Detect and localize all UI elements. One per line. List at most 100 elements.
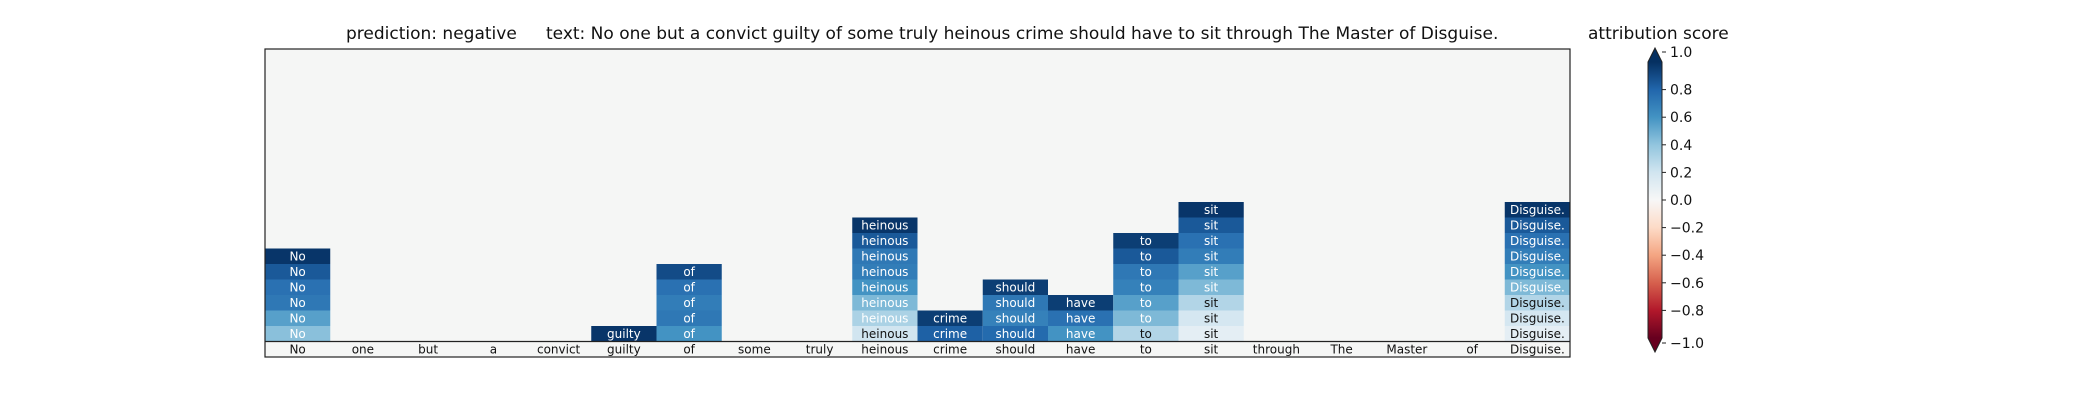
colorbar-extend-bottom [1648, 338, 1662, 352]
colorbar-tick-label: −0.2 [1670, 221, 1704, 237]
colorbar-tick-label: 0.6 [1670, 110, 1692, 126]
cell-token-label: of [683, 265, 695, 279]
attribution-cell [265, 310, 331, 326]
cell-token-label: heinous [861, 234, 908, 248]
cell-token-label: sit [1204, 203, 1219, 217]
plot-frame [264, 48, 1571, 358]
attribution-cell [656, 310, 722, 326]
cell-token-label: should [995, 280, 1035, 294]
cell-token-label: No [289, 249, 305, 263]
attribution-cell [656, 326, 722, 342]
token-label: guilty [607, 342, 641, 356]
colorbar-tick-label: −1.0 [1670, 336, 1704, 352]
colorbar-tick-label: 1.0 [1670, 45, 1692, 61]
cell-token-label: of [683, 327, 695, 341]
cell-token-label: sit [1204, 311, 1219, 325]
attribution-cell [1504, 295, 1570, 311]
token-label: have [1066, 342, 1095, 356]
attribution-cell [1113, 295, 1179, 311]
cell-token-label: crime [933, 311, 967, 325]
cell-token-label: heinous [861, 249, 908, 263]
attribution-cell [265, 279, 331, 295]
cell-token-label: Disguise. [1510, 234, 1565, 248]
attribution-cell [852, 310, 918, 326]
colorbar-tick-label: −0.4 [1670, 248, 1704, 264]
attribution-cell [852, 279, 918, 295]
token-label: sit [1204, 342, 1219, 356]
attribution-cell [852, 326, 918, 342]
attribution-cell [265, 248, 331, 264]
token-label: should [995, 342, 1035, 356]
cell-token-label: Disguise. [1510, 327, 1565, 341]
cell-token-label: to [1140, 296, 1152, 310]
cell-token-label: have [1066, 296, 1095, 310]
token-label: through [1253, 342, 1300, 356]
title-text: text: No one but a convict guilty of som… [546, 24, 1498, 44]
cell-token-label: of [683, 296, 695, 310]
colorbar-outline [1647, 46, 1663, 354]
attribution-cell [1113, 264, 1179, 280]
colorbar: 1.0 0.8 0.6 0.4 0.2 0.0 −0.2 −0.4 −0.6 −0.8 −1.0 [1647, 45, 1704, 354]
cell-token-label: guilty [607, 327, 641, 341]
cell-token-label: of [683, 311, 695, 325]
cell-token-label: Disguise. [1510, 311, 1565, 325]
attribution-cell [1178, 279, 1244, 295]
attribution-cell [1113, 233, 1179, 249]
colorbar-label: attribution score [1588, 24, 1729, 44]
cell-token-label: Disguise. [1510, 265, 1565, 279]
colorbar-tick-label: 0.2 [1670, 165, 1692, 181]
attribution-cell [1178, 202, 1244, 218]
attribution-cell [1048, 326, 1114, 342]
attribution-cell [1504, 326, 1570, 342]
cell-token-label: have [1066, 311, 1095, 325]
attribution-cell [1178, 233, 1244, 249]
cell-token-label: to [1140, 280, 1152, 294]
attribution-cell [852, 264, 918, 280]
token-label: some [738, 342, 771, 356]
attribution-cell [1113, 310, 1179, 326]
token-label: heinous [861, 342, 908, 356]
attribution-cell [982, 326, 1048, 342]
cell-token-label: sit [1204, 218, 1219, 232]
cell-token-label: No [289, 280, 305, 294]
cell-token-label: Disguise. [1510, 249, 1565, 263]
colorbar-gradient [1648, 62, 1662, 338]
colorbar-tick-label: −0.6 [1670, 276, 1704, 292]
cell-token-label: sit [1204, 265, 1219, 279]
cell-token-label: heinous [861, 218, 908, 232]
attribution-cell [1178, 295, 1244, 311]
cell-token-label: sit [1204, 249, 1219, 263]
attribution-cell [852, 295, 918, 311]
attribution-cell [1504, 202, 1570, 218]
attribution-cell [1504, 264, 1570, 280]
token-label: The [1329, 342, 1352, 356]
cell-token-label: heinous [861, 280, 908, 294]
cell-token-label: Disguise. [1510, 203, 1565, 217]
attribution-cell [1178, 264, 1244, 280]
cell-token-label: heinous [861, 311, 908, 325]
attribution-cell [852, 217, 918, 233]
cell-token-label: Disguise. [1510, 218, 1565, 232]
token-label: of [683, 342, 695, 356]
token-label: crime [933, 342, 967, 356]
cell-token-label: sit [1204, 280, 1219, 294]
token-label: No [289, 342, 305, 356]
token-label: Master [1386, 342, 1427, 356]
attribution-cell [852, 233, 918, 249]
attribution-cell [982, 310, 1048, 326]
attribution-cell [1178, 310, 1244, 326]
colorbar-tick-label: 0.8 [1670, 83, 1692, 99]
attribution-cell [852, 248, 918, 264]
cell-token-label: Disguise. [1510, 296, 1565, 310]
cell-token-label: heinous [861, 296, 908, 310]
attribution-cell [265, 326, 331, 342]
cell-token-label: No [289, 327, 305, 341]
colorbar-tick-label: 0.4 [1670, 138, 1692, 154]
cell-token-label: No [289, 265, 305, 279]
cell-token-label: heinous [861, 327, 908, 341]
cell-token-label: No [289, 311, 305, 325]
attribution-cell [982, 279, 1048, 295]
colorbar-extend-top [1648, 48, 1662, 62]
cell-token-label: to [1140, 327, 1152, 341]
